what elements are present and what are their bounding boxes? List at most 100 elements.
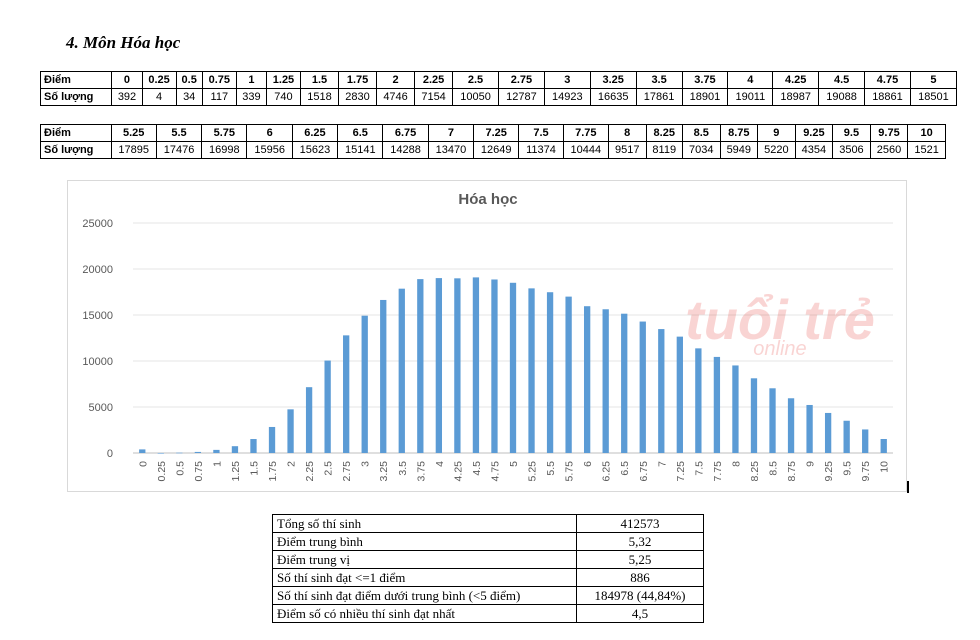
bar	[750, 378, 758, 453]
count-cell: 17861	[635, 88, 683, 106]
bar	[862, 429, 869, 453]
score-cell: 4.25	[772, 71, 820, 89]
count-cell: 16998	[201, 141, 248, 159]
x-tick-label: 9	[805, 461, 817, 467]
bar	[787, 398, 795, 453]
x-tick-label: 2.25	[304, 461, 316, 482]
x-tick-label: 3.75	[415, 461, 427, 482]
x-tick-label: 7	[656, 461, 668, 467]
y-tick-label: 15000	[82, 310, 113, 322]
summary-value: 4,5	[576, 604, 704, 623]
x-tick-label: 1	[211, 461, 223, 467]
bar	[639, 321, 646, 453]
bar	[380, 299, 387, 453]
score-table-part-1: Điểm 0 0.25 0.5 0.75 1 1.25 1.5 1.75 2 2.25 2.5 2.7…	[39, 71, 958, 106]
score-row: Điểm 5.25 5.5 5.75 6 6.25 6.5 6.75 7 7.25 7.5 7.75…	[40, 124, 946, 142]
score-cell: 2.25	[414, 71, 454, 89]
score-cell: 2.75	[497, 71, 545, 89]
x-tick-label: 5	[508, 461, 520, 467]
bar	[454, 278, 461, 453]
count-cell: 740	[265, 88, 302, 106]
count-cell: 14923	[543, 88, 591, 106]
bar	[528, 288, 535, 453]
bar	[769, 388, 776, 453]
score-row-label: Điểm	[39, 71, 113, 89]
summary-label: Điểm trung bình	[272, 532, 577, 551]
score-cell: 8.75	[719, 124, 759, 142]
section-heading: 4. Môn Hóa học	[66, 33, 181, 52]
count-cell: 17476	[155, 141, 203, 159]
score-cell: 1.75	[338, 71, 378, 89]
x-tick-label: 4.75	[489, 461, 501, 482]
count-cell: 16635	[589, 88, 637, 106]
count-cell: 4746	[376, 88, 416, 106]
count-cell: 34	[175, 88, 203, 106]
count-cell: 5220	[757, 141, 796, 159]
count-cell: 117	[201, 88, 237, 106]
bar	[250, 439, 257, 453]
x-tick-label: 0.75	[193, 461, 205, 482]
bar	[509, 282, 517, 453]
summary-label: Tổng số thí sinh	[272, 514, 577, 533]
bar	[491, 279, 498, 453]
watermark-logo: tuổi trẻ online	[685, 288, 875, 360]
bar	[880, 439, 887, 453]
count-cell: 11374	[518, 141, 564, 159]
score-row: Điểm 0 0.25 0.5 0.75 1 1.25 1.5 1.75 2 2.25 2.5 2.7…	[39, 71, 958, 89]
count-cell: 7034	[681, 141, 721, 159]
bar	[139, 449, 146, 453]
score-cell: 5.25	[110, 124, 157, 142]
score-cell: 7.75	[562, 124, 609, 142]
bar	[602, 309, 609, 453]
x-tick-label: 4	[434, 461, 446, 467]
summary-value: 5,25	[576, 550, 704, 569]
x-tick-label: 9.5	[842, 461, 854, 476]
count-cell: 5949	[719, 141, 759, 159]
x-tick-label: 6.25	[601, 461, 613, 482]
score-cell: 1.5	[300, 71, 340, 89]
bar	[583, 306, 591, 453]
x-tick-label: 0.5	[174, 461, 186, 476]
bar	[268, 426, 276, 453]
x-axis-ticks: 0 0.25 0.5 0.75 1 1.25 1.5 1.75 2 2.25 2.5 2.75 3 3.2…	[137, 461, 890, 482]
x-tick-label: 10	[879, 461, 891, 473]
bar	[565, 296, 572, 453]
count-cell: 17895	[110, 141, 157, 159]
bar	[287, 409, 294, 453]
score-cell: 7.25	[473, 124, 520, 142]
score-cell: 4.75	[864, 71, 911, 89]
x-tick-label: 2.5	[323, 461, 335, 476]
x-tick-label: 8.5	[768, 461, 780, 476]
score-cell: 8.5	[681, 124, 721, 142]
summary-value: 886	[576, 568, 704, 587]
bar	[343, 335, 350, 453]
score-cell: 4.5	[818, 71, 866, 89]
score-cell: 7.5	[518, 124, 564, 142]
y-axis-ticks: 0 5000 10000 15000 20000 25000	[82, 218, 113, 460]
score-cell: 0.75	[201, 71, 237, 89]
score-cell: 5	[909, 71, 958, 89]
x-tick-label: 3.5	[397, 461, 409, 476]
bar	[732, 365, 739, 453]
score-cell: 3.25	[589, 71, 637, 89]
y-tick-label: 10000	[82, 356, 113, 368]
summary-value: 184978 (44,84%)	[576, 586, 704, 605]
bar	[194, 451, 202, 453]
score-cell: 9	[757, 124, 796, 142]
score-distribution-chart: tuổi trẻ online 050001000015000200002500…	[82, 191, 893, 482]
bar	[676, 336, 683, 453]
count-row: Số lượng 17895 17476 16998 15956 15623 15141 1…	[40, 141, 946, 159]
bar	[621, 313, 628, 453]
score-cell: 9.25	[794, 124, 834, 142]
score-cell: 8	[607, 124, 647, 142]
count-cell: 18501	[909, 88, 958, 106]
x-tick-label: 5.75	[564, 461, 576, 482]
bar	[806, 404, 813, 453]
summary-label: Số thí sinh đạt <=1 điểm	[272, 568, 577, 587]
x-tick-label: 6	[582, 461, 594, 467]
x-tick-label: 4.25	[452, 461, 464, 482]
x-tick-label: 8.25	[749, 461, 761, 482]
count-cell: 339	[235, 88, 267, 106]
x-tick-label: 1.25	[230, 461, 242, 482]
count-cell: 1521	[907, 141, 946, 159]
